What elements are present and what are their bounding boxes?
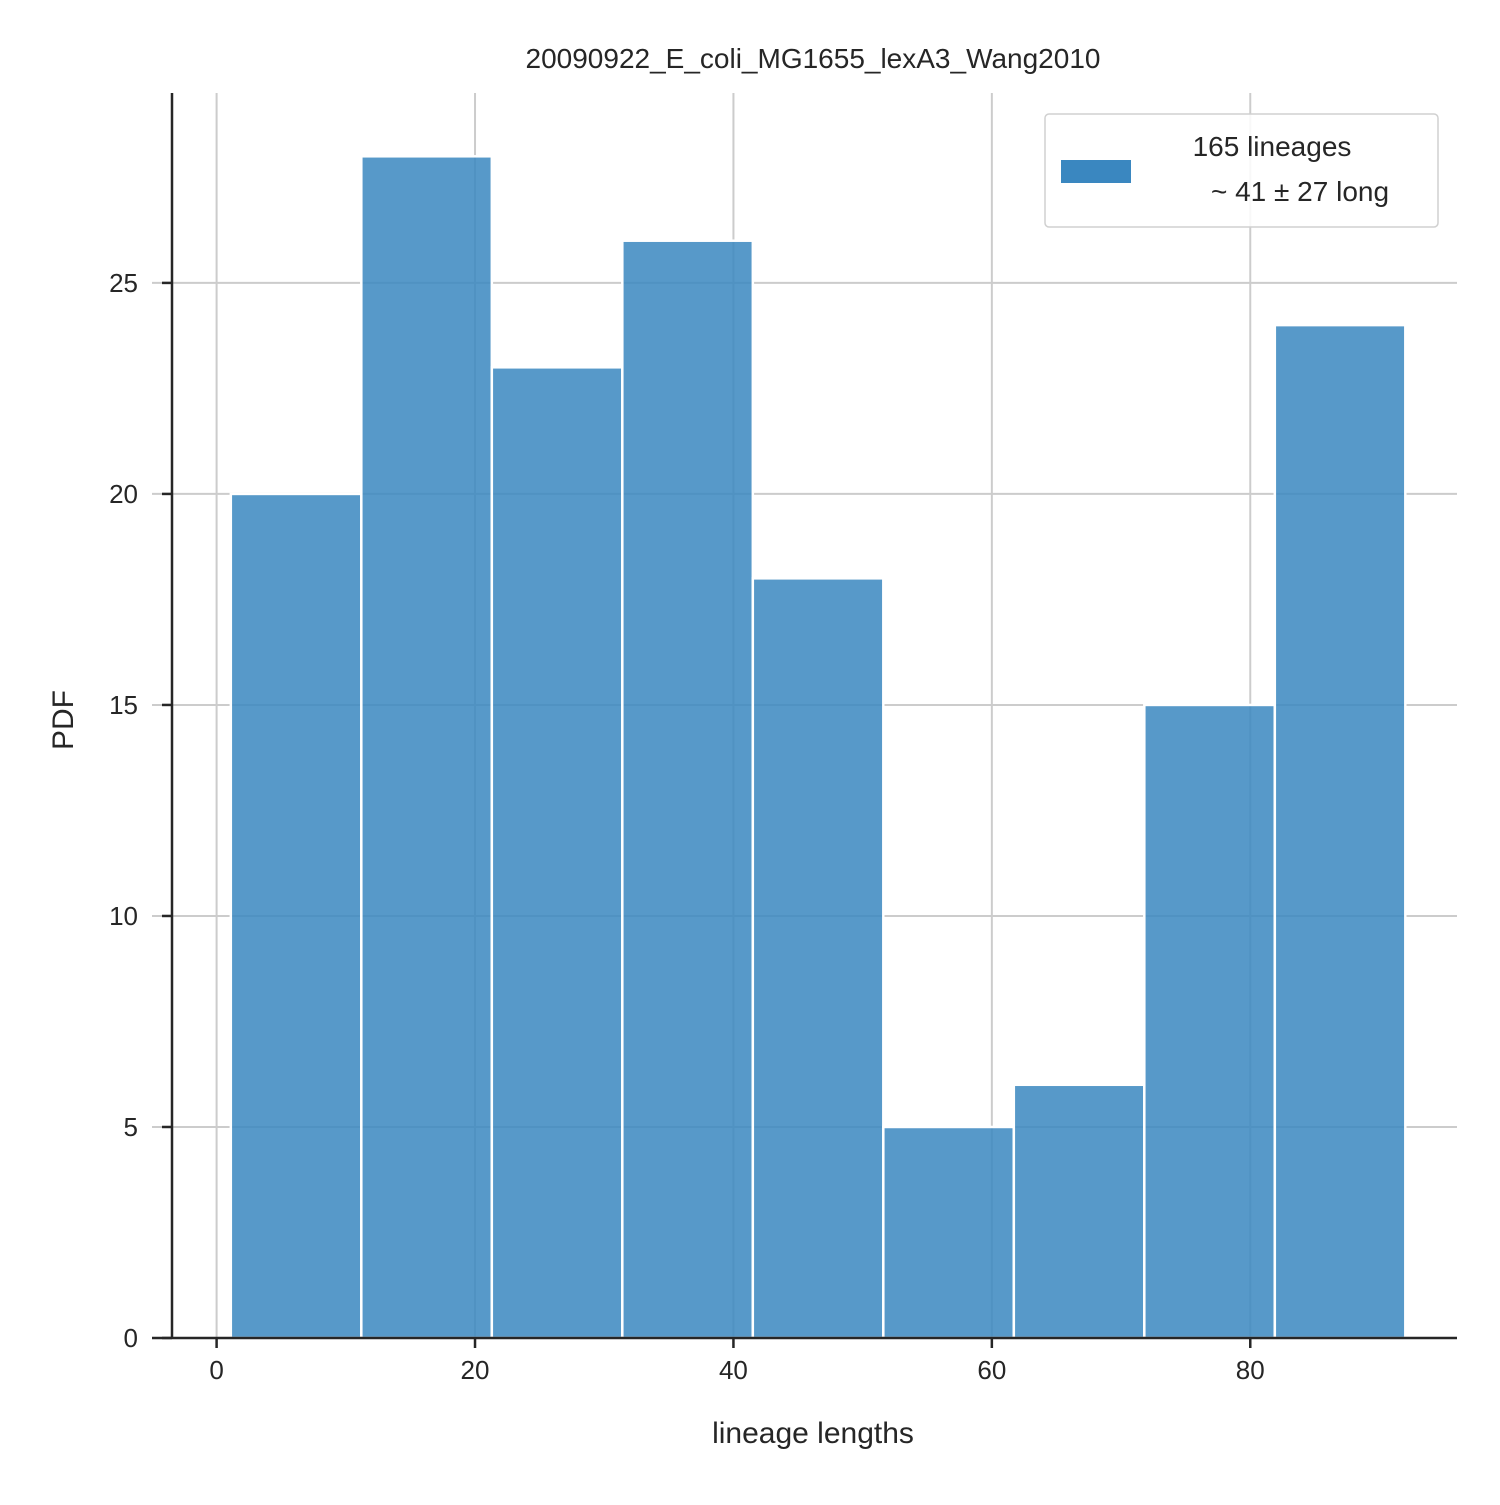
y-tick-label: 25 (109, 268, 138, 298)
histogram-bar (1143, 703, 1277, 1340)
x-axis-label: lineage lengths (712, 1417, 914, 1450)
chart-title: 20090922_E_coli_MG1655_lexA3_Wang2010 (526, 43, 1101, 74)
histogram-bar (229, 492, 363, 1340)
legend: 165 lineages ~ 41 ± 27 long (1044, 113, 1439, 228)
y-tick-label: 15 (109, 690, 138, 720)
y-tick-label: 20 (109, 479, 138, 509)
y-tick-label: 5 (124, 1112, 138, 1142)
histogram-bar (490, 366, 624, 1340)
x-tick-label: 0 (209, 1355, 223, 1385)
histogram-bar (751, 577, 885, 1340)
y-tick-label: 0 (124, 1323, 138, 1353)
legend-frame (1044, 113, 1439, 228)
x-tick-label: 20 (461, 1355, 490, 1385)
y-axis-label: PDF (47, 690, 80, 750)
y-tick-label: 10 (109, 901, 138, 931)
legend-swatch (1061, 160, 1131, 183)
histogram-bar (1012, 1083, 1146, 1340)
histogram-bar (1273, 323, 1407, 1340)
bars-layer (229, 155, 1407, 1340)
axes-layer (152, 93, 1457, 1340)
ticks-layer: 0 20 40 60 80 0 5 10 15 20 25 (109, 268, 1265, 1385)
x-tick-label: 60 (977, 1355, 1006, 1385)
legend-label-line2: ~ 41 ± 27 long (1211, 176, 1389, 207)
histogram-bar (882, 1125, 1016, 1340)
x-tick-label: 80 (1236, 1355, 1265, 1385)
x-tick-label: 40 (719, 1355, 748, 1385)
histogram-bar (621, 239, 755, 1340)
histogram-bar (360, 155, 494, 1340)
legend-label-line1: 165 lineages (1193, 131, 1352, 162)
